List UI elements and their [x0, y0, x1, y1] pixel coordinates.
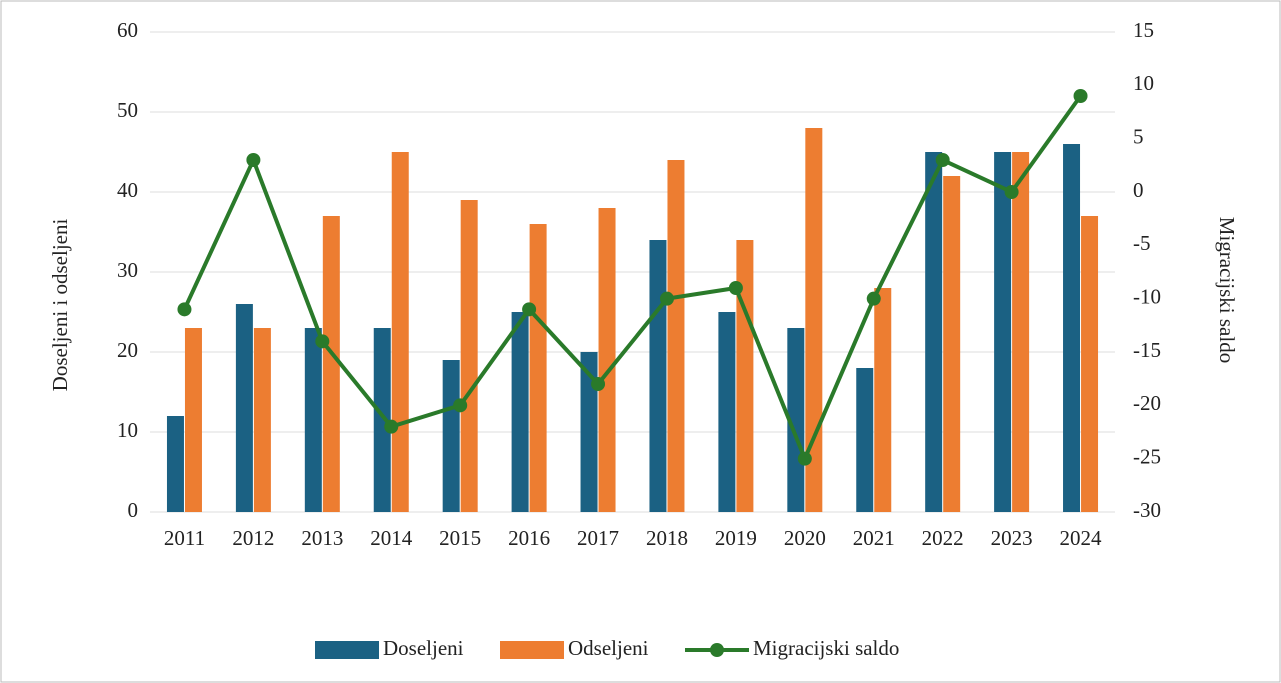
x-tick-label: 2024: [1060, 526, 1103, 550]
bar: [856, 368, 874, 512]
y2-tick-label: 15: [1133, 18, 1154, 42]
bar: [787, 328, 805, 512]
y2-axis-title: Migracijski saldo: [1215, 217, 1239, 363]
bar: [529, 224, 547, 512]
line-marker: [797, 451, 812, 466]
y2-tick-label: 5: [1133, 124, 1144, 148]
bar: [805, 128, 823, 512]
line-marker: [1004, 185, 1019, 199]
legend-swatch: [315, 641, 379, 659]
y2-tick-label: -15: [1133, 338, 1161, 362]
legend-swatch: [500, 641, 564, 659]
y-axis-title: Doseljeni i odseljeni: [48, 219, 72, 392]
line-marker: [177, 302, 192, 317]
bar: [511, 312, 529, 512]
y-tick-label: 40: [117, 178, 138, 202]
x-tick-label: 2020: [784, 526, 826, 550]
x-tick-label: 2012: [232, 526, 274, 550]
bar: [253, 328, 271, 512]
bar: [943, 176, 961, 512]
bar: [649, 240, 667, 512]
line-marker: [384, 419, 399, 434]
y-tick-label: 50: [117, 98, 138, 122]
bar: [184, 328, 202, 512]
line-marker: [1073, 89, 1088, 103]
x-tick-label: 2021: [853, 526, 895, 550]
x-tick-label: 2023: [991, 526, 1033, 550]
bar: [580, 352, 598, 512]
x-tick-label: 2014: [370, 526, 413, 550]
x-tick-label: 2017: [577, 526, 619, 550]
legend-label: Doseljeni: [383, 636, 464, 660]
bar: [667, 160, 685, 512]
bar: [373, 328, 391, 512]
bar: [1012, 152, 1030, 512]
bar: [235, 304, 253, 512]
x-tick-label: 2015: [439, 526, 481, 550]
bar: [925, 152, 943, 512]
bar: [391, 152, 409, 512]
y2-tick-label: -30: [1133, 498, 1161, 522]
y-tick-label: 0: [128, 498, 139, 522]
line: [182, 94, 1083, 464]
y2-tick-label: -25: [1133, 444, 1161, 468]
legend-label: Odseljeni: [568, 636, 649, 660]
y-tick-label: 60: [117, 18, 138, 42]
line-marker: [866, 291, 881, 306]
y2-tick-label: 0: [1133, 178, 1144, 202]
y-tick-label: 30: [117, 258, 138, 282]
line-marker: [522, 302, 537, 317]
x-tick-label: 2019: [715, 526, 757, 550]
line-marker: [659, 291, 674, 306]
y2-tick-label: -20: [1133, 391, 1161, 415]
line-marker: [728, 281, 743, 295]
legend-label: Migracijski saldo: [753, 636, 899, 660]
bar: [736, 240, 754, 512]
y-tick-label: 10: [117, 418, 138, 442]
bar: [994, 152, 1012, 512]
bar: [1063, 144, 1081, 512]
x-tick-label: 2022: [922, 526, 964, 550]
y2-tick-label: -10: [1133, 284, 1161, 308]
bar: [460, 200, 478, 512]
line-marker: [246, 153, 261, 167]
line-marker: [935, 153, 950, 167]
y2-tick-label: -5: [1133, 231, 1151, 255]
bar: [166, 416, 184, 512]
x-tick-label: 2016: [508, 526, 550, 550]
line-marker: [315, 334, 330, 349]
bar: [874, 288, 892, 512]
bar: [718, 312, 736, 512]
x-tick-label: 2013: [301, 526, 343, 550]
x-tick-label: 2011: [164, 526, 205, 550]
bar: [304, 328, 322, 512]
y-tick-label: 20: [117, 338, 138, 362]
line-marker: [591, 377, 606, 391]
bar: [442, 360, 460, 512]
bar: [598, 208, 616, 512]
legend-marker: [710, 643, 724, 657]
y2-tick-label: 10: [1133, 71, 1154, 95]
bar: [322, 216, 340, 512]
bar: [1081, 216, 1099, 512]
x-tick-label: 2018: [646, 526, 688, 550]
line-marker: [453, 398, 468, 413]
